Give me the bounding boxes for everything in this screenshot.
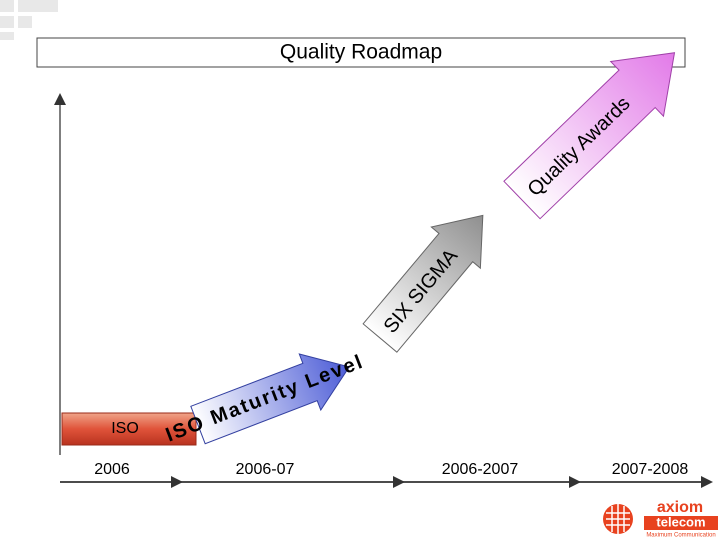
logo-name: axiom <box>657 499 703 516</box>
logo-sub: telecom <box>656 514 705 529</box>
timeline-label: 2006-2007 <box>442 461 519 478</box>
logo-tagline: Maximum Communication <box>646 533 715 539</box>
title: Quality Roadmap <box>280 41 442 64</box>
timeline-label: 2006-07 <box>236 461 295 478</box>
step-label: ISO Maturity Level <box>163 351 367 447</box>
logo: axiom telecom Maximum Communication <box>600 499 718 539</box>
corner-decoration <box>0 0 58 40</box>
step-arrow: SIX SIGMA <box>362 214 484 353</box>
title-box <box>36 37 686 68</box>
timeline-label: 2007-2008 <box>612 461 689 478</box>
timeline-label: 2006 <box>94 461 130 478</box>
start-box-label: ISO <box>111 420 139 437</box>
start-box <box>61 412 197 446</box>
